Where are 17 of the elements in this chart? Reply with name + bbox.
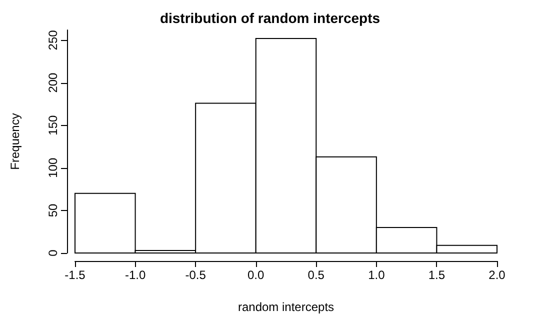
y-axis-title: Frequency	[8, 113, 22, 170]
y-tick-label: 200	[46, 72, 60, 93]
x-tick-label: -1.0	[124, 268, 146, 282]
y-tick-label: 50	[46, 203, 60, 218]
x-tick-label: 0.0	[248, 268, 265, 282]
chart-title: distribution of random intercepts	[160, 10, 380, 26]
x-tick-label: 2.0	[488, 268, 506, 282]
x-axis-title: random intercepts	[238, 300, 334, 314]
y-tick-label: 100	[46, 158, 60, 178]
x-tick-label: -1.5	[64, 268, 86, 282]
y-tick-label: 0	[46, 249, 60, 256]
x-tick-label: 1.5	[428, 268, 446, 282]
x-tick-label: 0.5	[308, 268, 325, 282]
y-tick-label: 250	[46, 30, 60, 50]
x-tick-label: -0.5	[185, 268, 206, 282]
x-tick-label: 1.0	[368, 268, 386, 282]
y-tick-label: 150	[46, 114, 60, 136]
